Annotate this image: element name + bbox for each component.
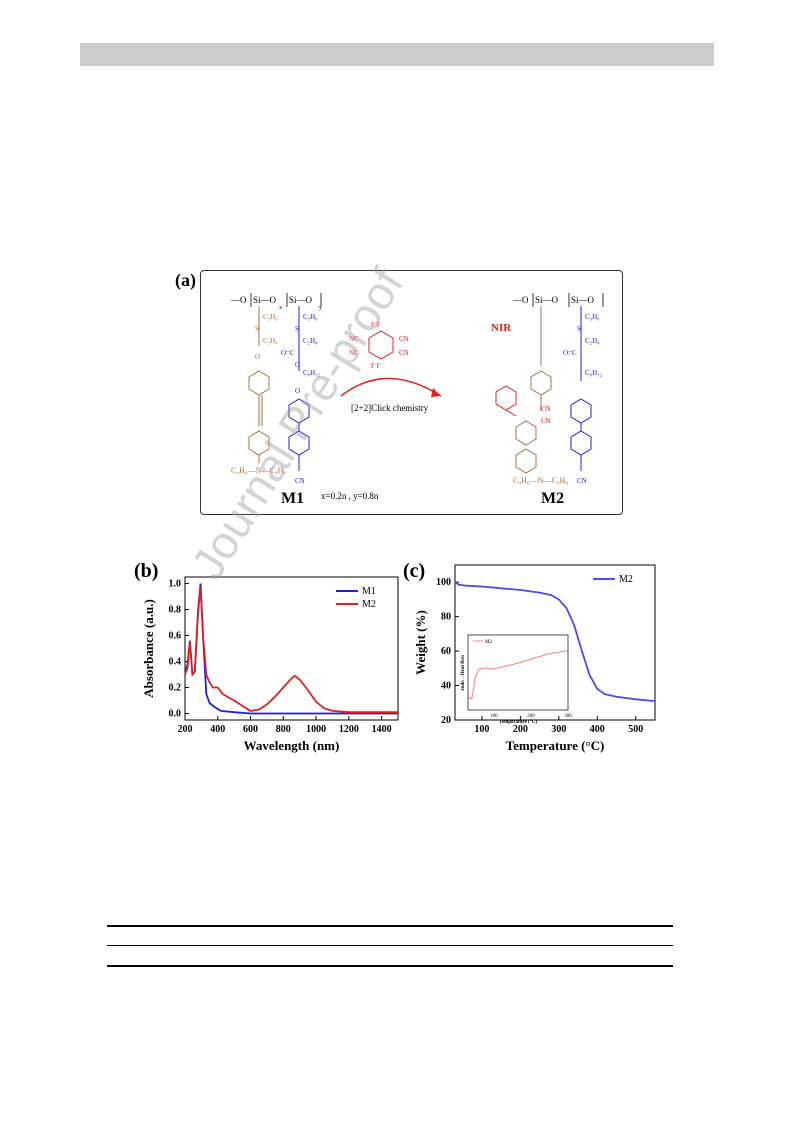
legend-label-m2: M2: [362, 599, 376, 610]
plot-frame: [454, 564, 656, 721]
x-tick-label: 1400: [372, 724, 392, 735]
table-mid-rule: [107, 945, 673, 946]
y-tick-label: 40: [441, 681, 451, 692]
svg-text:C₄H₉—N—C₄H₉: C₄H₉—N—C₄H₉: [231, 466, 286, 475]
svg-text:C₆H₁₂: C₆H₁₂: [303, 369, 321, 377]
ratio-label: x=0.2n , y=0.8n: [321, 491, 379, 501]
svg-text:Si—O: Si—O: [571, 295, 595, 305]
x-tick-label: 400: [590, 724, 605, 735]
svg-text:O=C: O=C: [563, 349, 577, 357]
nir-label: NIR: [491, 322, 512, 334]
x-tick-label: 300: [551, 724, 566, 735]
svg-text:CN: CN: [399, 335, 409, 343]
y-tick-label: 0.0: [169, 709, 182, 720]
m1-label: M1: [281, 490, 304, 507]
panel-b-label: (b): [134, 560, 159, 582]
svg-text:—O: —O: [512, 295, 529, 305]
inset-x-axis-label: Temperature (°C): [499, 720, 537, 725]
svg-text:C₂H₄: C₂H₄: [585, 337, 600, 345]
svg-text:NC: NC: [349, 335, 359, 343]
inset-y-axis-label: endo→Heat flow: [461, 654, 466, 690]
y-axis-label: Absorbance (a.u.): [141, 599, 156, 698]
x-tick-label: 1000: [306, 724, 326, 735]
panel-a-label: (a): [175, 270, 196, 290]
y-tick-label: 80: [441, 612, 451, 623]
svg-text:CN: CN: [577, 477, 587, 485]
svg-text:S: S: [577, 325, 581, 333]
svg-text:C₆H₁₂: C₆H₁₂: [585, 369, 603, 377]
svg-text:CN: CN: [399, 349, 409, 357]
svg-text:CN: CN: [541, 405, 551, 413]
inset-x-tick-label: 100: [490, 714, 498, 719]
legend-label-m1: M1: [362, 586, 376, 597]
y-axis-label: Weight (%): [413, 610, 428, 675]
svg-text:C₃H₆: C₃H₆: [585, 313, 600, 321]
y-tick-label: 0.8: [169, 605, 182, 616]
panel-c-label: (c): [403, 560, 426, 582]
x-axis-label: Wavelength (nm): [244, 738, 340, 753]
y-tick-label: 0.2: [169, 683, 182, 694]
x-tick-label: 600: [243, 724, 258, 735]
x-tick-label: 1200: [339, 724, 359, 735]
scheme-frame: —O Si—O Si—O x y C₃H₆ S C₂H₄ O C₄H₉—N—C₄…: [200, 270, 623, 515]
svg-text:—O: —O: [230, 295, 247, 305]
svg-text:Si—O: Si—O: [253, 295, 277, 305]
y-tick-label: 1.0: [169, 579, 182, 590]
x-tick-label: 800: [276, 724, 291, 735]
series-line-m2: [184, 587, 398, 714]
svg-text:CN: CN: [541, 417, 551, 425]
svg-text:O: O: [295, 387, 300, 395]
svg-text:C₂H₄: C₂H₄: [303, 337, 318, 345]
table-bottom-rule: [107, 965, 673, 967]
absorbance-chart: 200 400 600 800 1000 1200 1400 0.0 0.2 0.4 0.6 0.8 1…: [141, 576, 399, 753]
header-bar: [80, 43, 714, 66]
svg-text:Si—O: Si—O: [289, 295, 313, 305]
y-tick-label: 0.6: [169, 631, 182, 642]
svg-text:O: O: [295, 361, 300, 369]
inset-legend-label: M2: [485, 640, 492, 645]
svg-text:C₄H₉—N—C₄H₉: C₄H₉—N—C₄H₉: [513, 476, 568, 485]
svg-text:O=C: O=C: [281, 349, 295, 357]
reaction-label: [2+2]Click chemistry: [351, 403, 429, 413]
svg-text:C₃H₆: C₃H₆: [263, 313, 278, 321]
x-tick-label: 200: [178, 724, 193, 735]
x-tick-label: 100: [474, 724, 489, 735]
table-top-rule: [107, 925, 673, 927]
legend-label-m2: M2: [619, 574, 633, 585]
series-line-m2: [454, 581, 656, 702]
svg-text:O: O: [255, 353, 260, 361]
svg-text:C₂H₄: C₂H₄: [263, 337, 278, 345]
y-tick-label: 20: [441, 715, 451, 726]
y-tick-label: 60: [441, 646, 451, 657]
inset-x-tick-label: 200: [527, 714, 535, 719]
svg-text:S: S: [295, 325, 299, 333]
svg-text:Si—O: Si—O: [535, 295, 559, 305]
m2-label: M2: [541, 490, 564, 507]
svg-text:CN: CN: [295, 477, 305, 485]
x-axis-label: Temperature (°C): [506, 738, 605, 753]
svg-text:NC: NC: [349, 349, 359, 357]
svg-text:F F: F F: [371, 321, 381, 329]
svg-text:F F: F F: [371, 362, 381, 370]
y-tick-label: 0.4: [169, 657, 182, 668]
svg-text:C₃H₆: C₃H₆: [303, 313, 318, 321]
x-tick-label: 200: [513, 724, 528, 735]
plot-frame: [184, 576, 399, 721]
inset-series-line: [467, 650, 569, 701]
inset-frame: [467, 634, 569, 711]
svg-text:y: y: [319, 305, 322, 311]
x-tick-label: 400: [210, 724, 225, 735]
inset-x-tick-label: 300: [564, 714, 572, 719]
y-tick-label: 100: [436, 577, 451, 588]
x-tick-label: 500: [628, 724, 643, 735]
reaction-scheme: —O Si—O Si—O x y C₃H₆ S C₂H₄ O C₄H₉—N—C₄…: [230, 293, 604, 507]
svg-text:S: S: [255, 325, 259, 333]
svg-text:x: x: [279, 305, 282, 311]
